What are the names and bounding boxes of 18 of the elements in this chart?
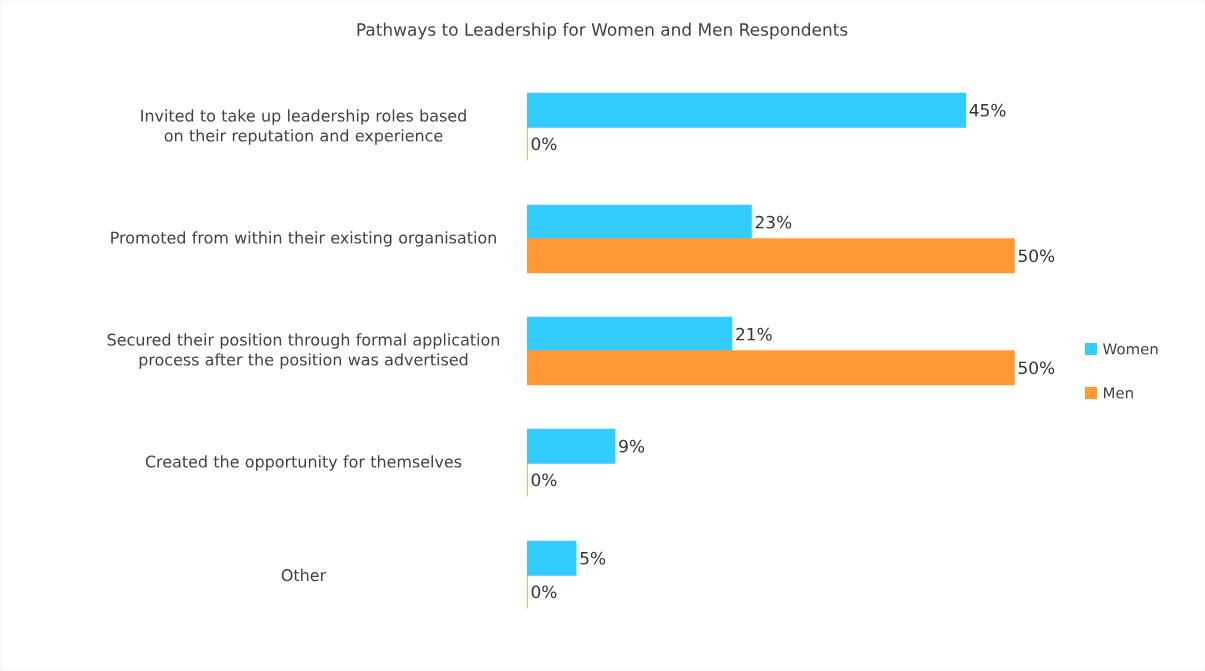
data-label: 45% [969,103,1006,117]
legend-label: Men [1104,387,1133,399]
data-label: 23% [755,215,792,229]
data-label: 0% [531,137,557,151]
legend-label: Women [1103,343,1158,355]
y-tick-label: Promoted from within their existing organisation [111,231,496,247]
y-tick-label: Invited to take up leadership roles based on their reputation and experience [141,109,466,145]
data-label: 50% [1018,249,1055,263]
data-label: 50% [1018,361,1055,375]
data-label: 0% [531,585,557,599]
y-tick-label: Other [281,568,327,582]
data-label: 21% [736,327,772,341]
y-tick-label: Secured their position through formal application process after the position was advertised [107,333,500,369]
data-label: 0% [531,473,557,487]
data-label: 5% [580,551,606,565]
y-tick-label: Created the opportunity for themselves [145,455,462,471]
chart-title: Pathways to Leadership for Women and Men Respondents [357,22,848,40]
data-label: 9% [619,439,645,453]
